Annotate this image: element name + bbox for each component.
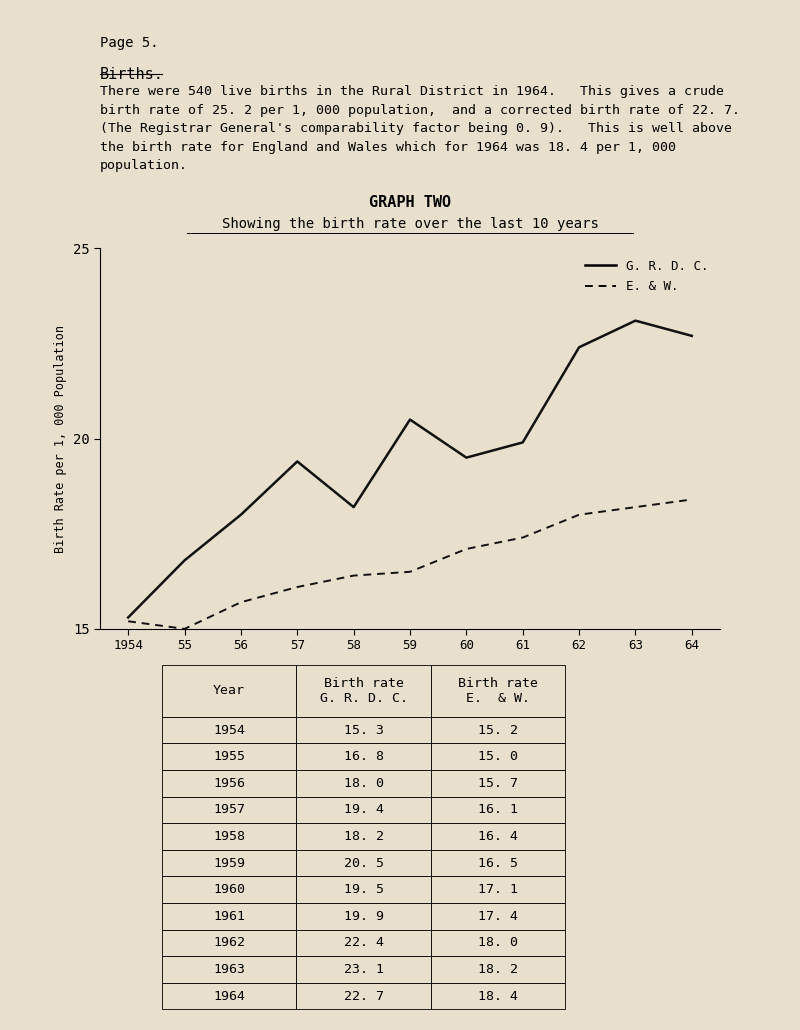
Text: Showing the birth rate over the last 10 years: Showing the birth rate over the last 10 … <box>222 217 598 231</box>
Text: GRAPH TWO: GRAPH TWO <box>369 196 451 210</box>
Y-axis label: Birth Rate per 1, 000 Population: Birth Rate per 1, 000 Population <box>54 324 67 553</box>
Text: Page 5.: Page 5. <box>100 36 158 50</box>
Text: Births.: Births. <box>100 67 164 82</box>
Text: There were 540 live births in the Rural District in 1964.   This gives a crude
b: There were 540 live births in the Rural … <box>100 85 740 172</box>
Legend: G. R. D. C., E. & W.: G. R. D. C., E. & W. <box>580 254 714 298</box>
